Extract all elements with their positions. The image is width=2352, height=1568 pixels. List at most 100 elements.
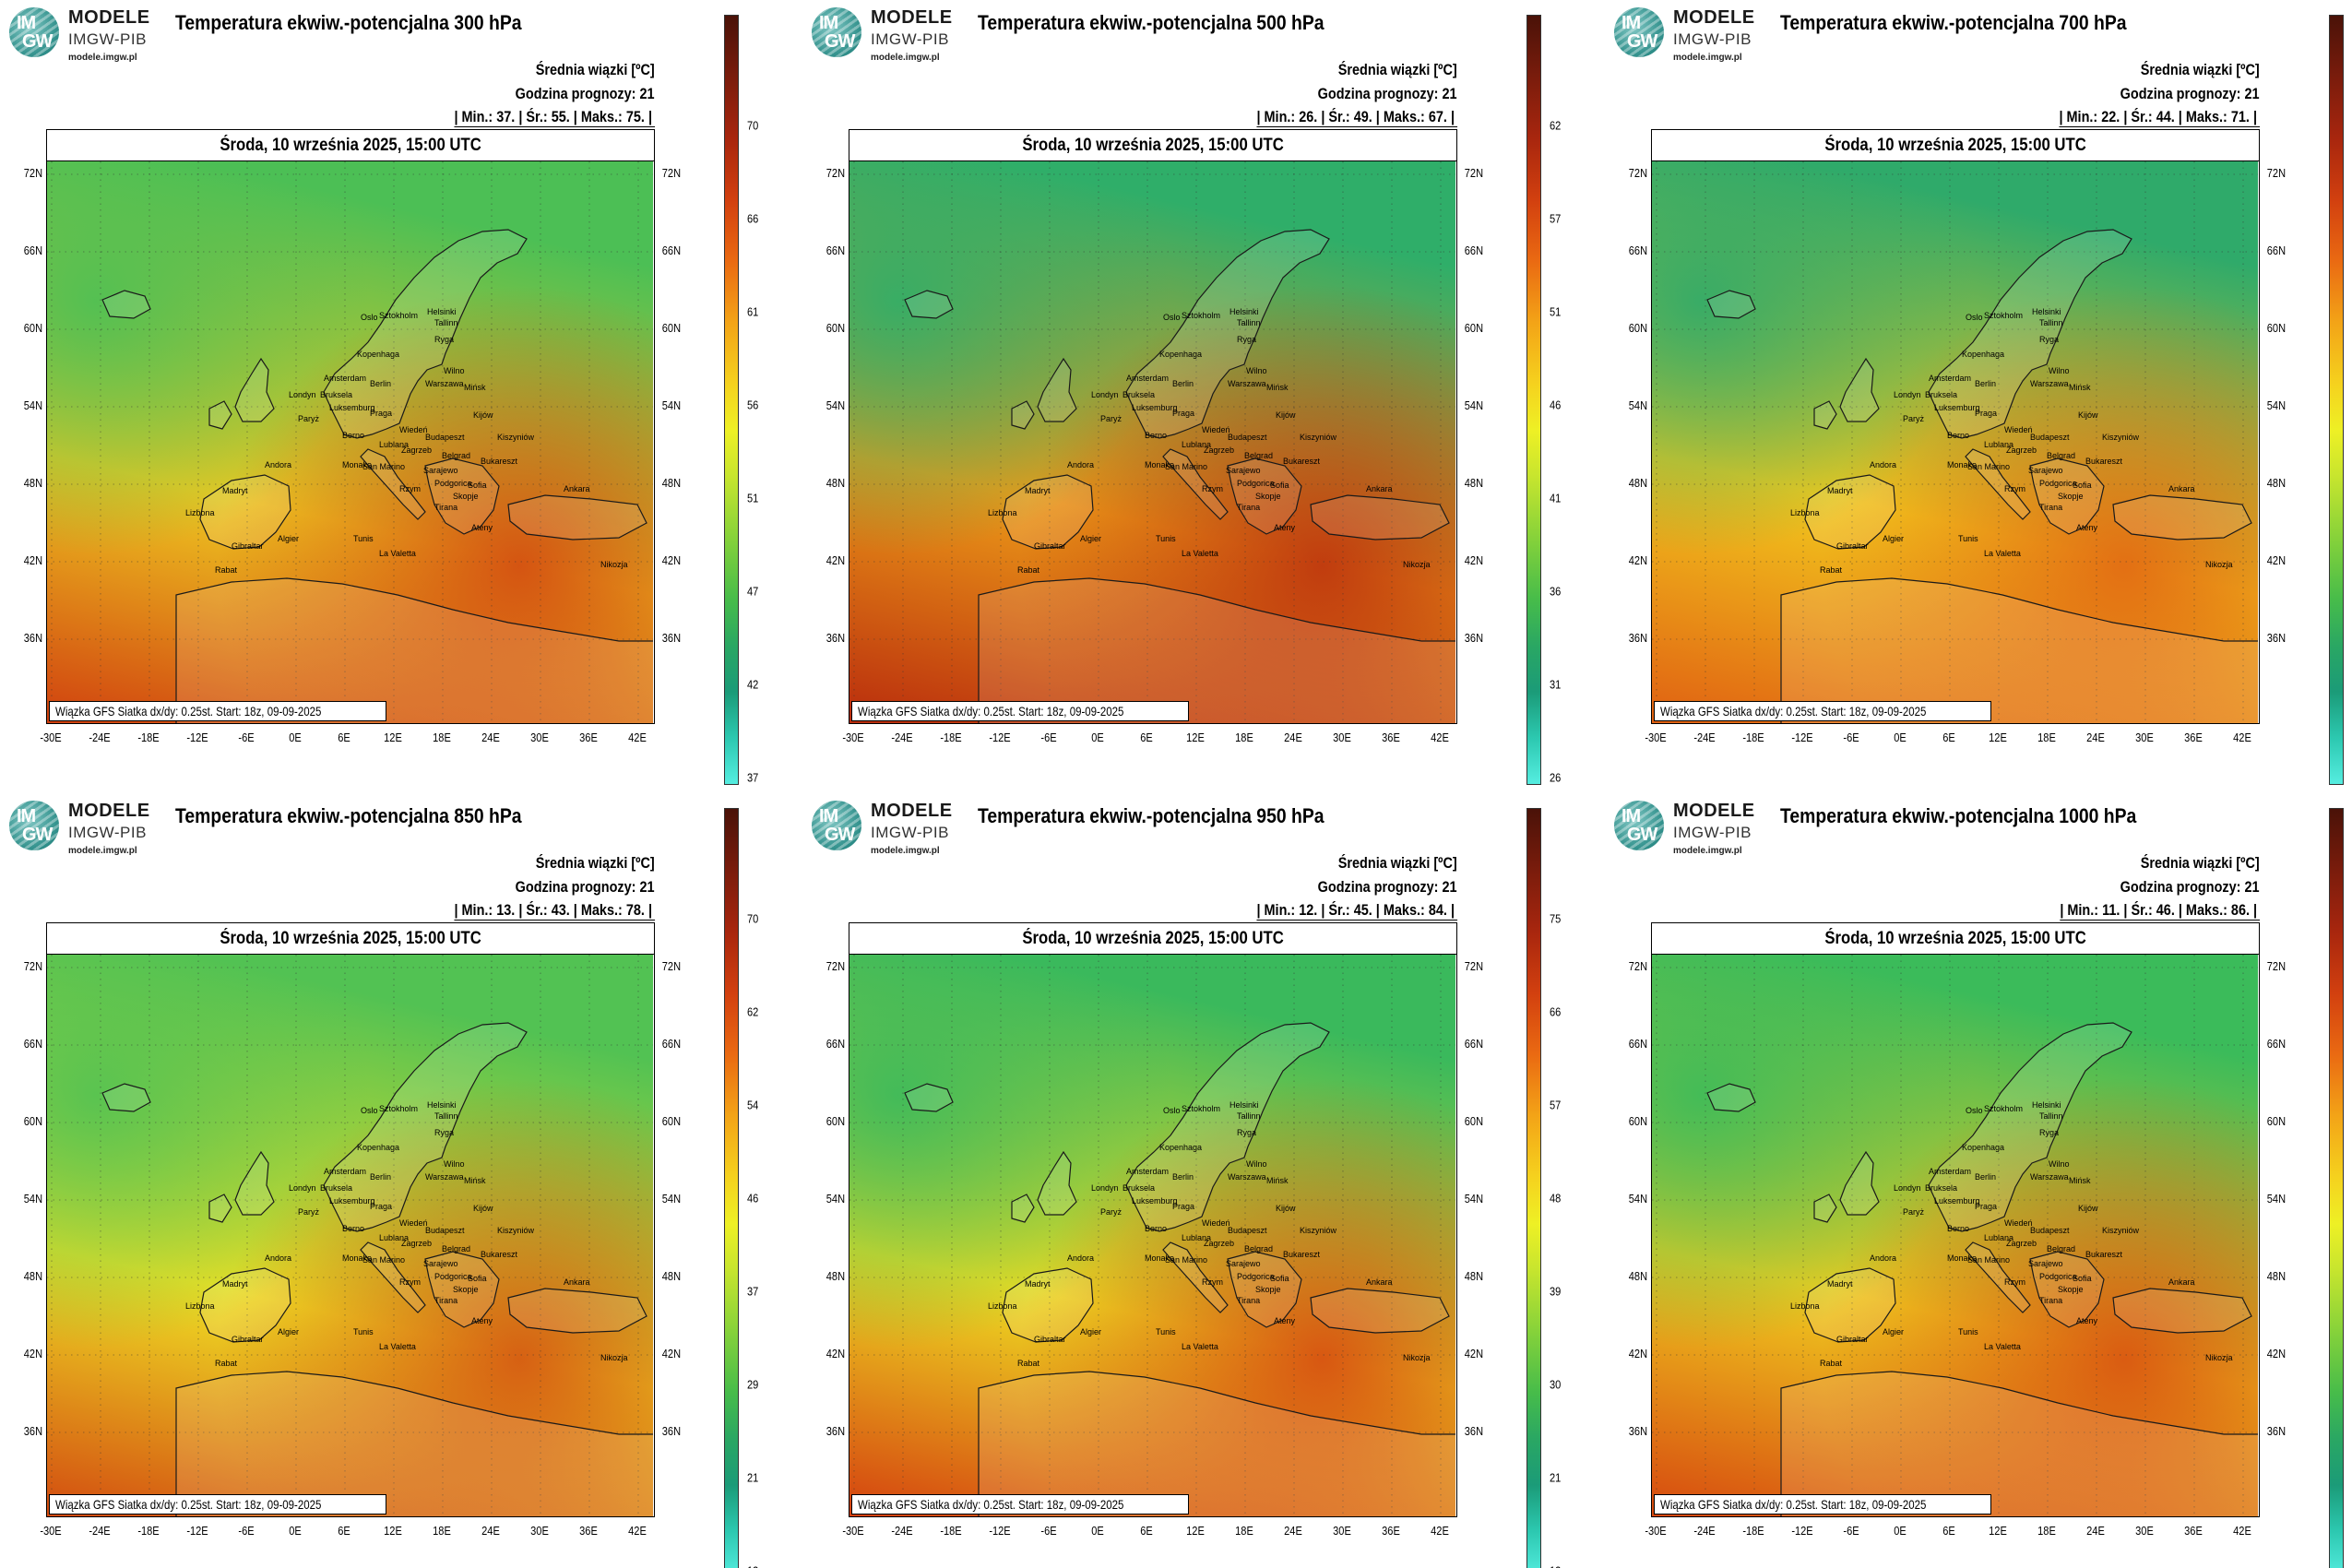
city-label: Oslo <box>1163 1106 1181 1115</box>
city-label: Skopje <box>2058 492 2084 501</box>
city-label: Tirana <box>2039 1296 2062 1305</box>
lat-label-right: 42N <box>1464 1347 1484 1360</box>
logo-title: MODELE <box>871 801 953 821</box>
logo-subtitle: IMGW-PIB <box>68 824 147 841</box>
city-label: Wilno <box>444 366 465 375</box>
lat-label-right: 54N <box>1464 1192 1484 1206</box>
city-label: Ryga <box>434 1128 454 1137</box>
ensemble-label: Średnia wiązki [ºC] <box>536 61 655 78</box>
logo-url: modele.imgw.pl <box>871 53 940 63</box>
city-label: Berlin <box>370 379 391 388</box>
city-label: Lizbona <box>988 1301 1017 1311</box>
color-scale-tick: 51 <box>1550 304 1562 319</box>
color-scale-tick: 21 <box>747 1470 759 1485</box>
logo-url: modele.imgw.pl <box>68 846 137 856</box>
city-label: Sztokholm <box>1984 1104 2023 1113</box>
city-label: Helsinki <box>427 1100 457 1110</box>
color-scale-tick: 21 <box>1550 1470 1562 1485</box>
city-label: Lublana <box>1984 1233 2013 1242</box>
city-label: Rzym <box>2004 1277 2025 1287</box>
field-map: Oslo Sztokholm Helsinki Tallinn Ryga Kopenhag… <box>849 161 1456 723</box>
city-label: Tallinn <box>434 1111 458 1121</box>
city-label: Rabat <box>215 565 238 575</box>
color-scale-tick: 56 <box>747 398 759 412</box>
date-bar: Środa, 10 września 2025, 15:00 UTC <box>1652 923 2259 955</box>
field-map: Oslo Sztokholm Helsinki Tallinn Ryga Kopenhag… <box>47 955 654 1516</box>
city-label: Sarajewo <box>2028 1259 2063 1268</box>
city-label: Skopje <box>453 492 479 501</box>
color-scale-tick: 66 <box>1550 1004 1562 1019</box>
city-label: Kijów <box>2078 410 2098 420</box>
city-label: Ryga <box>434 335 454 344</box>
lon-label: 30E <box>2135 731 2154 744</box>
color-scale-bar <box>1526 15 1541 785</box>
city-label: Berlin <box>1172 1172 1194 1182</box>
imgw-logo: IM GW MODELE IMGW-PIB modele.imgw.pl <box>9 801 184 856</box>
model-footer-text: Wiązka GFS Siatka dx/dy: 0.25st. Start: … <box>858 704 1124 719</box>
logo-subtitle: IMGW-PIB <box>871 824 949 841</box>
field-map: Oslo Sztokholm Helsinki Tallinn Ryga Kopenhag… <box>47 161 654 723</box>
city-label: Ateny <box>2076 523 2098 532</box>
city-label: Bruksela <box>1123 1183 1155 1193</box>
lat-label-right: 54N <box>661 398 682 412</box>
lon-label: 12E <box>384 1524 402 1538</box>
lat-label-left: 66N <box>1628 244 1648 257</box>
city-label: Nikozja <box>2205 560 2233 569</box>
city-label: Wilno <box>2049 366 2070 375</box>
city-label: Londyn <box>1894 1183 1921 1193</box>
city-label: Kopenhaga <box>357 350 399 359</box>
city-label: Berlin <box>370 1172 391 1182</box>
city-label: Ankara <box>1366 484 1393 493</box>
logo-mark-top: IM <box>1621 806 1641 826</box>
city-label: Skopje <box>2058 1285 2084 1294</box>
city-label: Wiedeń <box>2004 1218 2033 1228</box>
chart-panel-1: IM GW MODELE IMGW-PIB modele.imgw.pl Tem… <box>0 0 793 793</box>
city-label: Algier <box>1080 1327 1101 1336</box>
field-map-svg: Oslo Sztokholm Helsinki Tallinn Ryga Kopenhag… <box>47 161 653 723</box>
lat-label-left: 36N <box>23 1424 43 1438</box>
city-label: Kiszyniów <box>497 1226 535 1235</box>
imgw-logo: IM GW MODELE IMGW-PIB modele.imgw.pl <box>812 7 987 63</box>
lat-label-left: 72N <box>826 166 846 180</box>
city-label: Lizbona <box>1790 1301 1820 1311</box>
city-label: Berlin <box>1975 1172 1996 1182</box>
lat-label-left: 42N <box>1628 1347 1648 1360</box>
color-scale-tick: 29 <box>747 1377 759 1392</box>
lon-label: -18E <box>940 1524 962 1538</box>
field-map: Oslo Sztokholm Helsinki Tallinn Ryga Kopenhag… <box>849 955 1456 1516</box>
city-label: Berno <box>1947 431 1969 440</box>
map-frame: Środa, 10 września 2025, 15:00 UTC Oslo S… <box>46 129 655 724</box>
lat-label-right: 36N <box>661 1424 682 1438</box>
city-label: Mińsk <box>464 383 486 392</box>
city-label: Sofia <box>468 1274 487 1283</box>
lon-label: 18E <box>1235 1524 1253 1538</box>
city-label: Warszawa <box>1228 379 1266 388</box>
color-scale-tick: 31 <box>1550 677 1562 692</box>
lat-label-left: 36N <box>23 631 43 645</box>
lat-label-right: 42N <box>661 553 682 567</box>
lon-label: -24E <box>89 731 111 744</box>
map-frame: Środa, 10 września 2025, 15:00 UTC Oslo S… <box>849 129 1457 724</box>
city-label: Lizbona <box>1790 508 1820 517</box>
city-label: Kopenhaga <box>1159 350 1202 359</box>
imgw-emblem-icon: IM GW <box>9 7 59 57</box>
city-label: Warszawa <box>2030 379 2069 388</box>
stats-line: | Min.: 37. | Śr.: 55. | Maks.: 75. | <box>454 108 655 127</box>
city-label: Sarajewo <box>423 1259 458 1268</box>
color-scale-tick: 66 <box>747 211 759 226</box>
city-label: Amsterdam <box>1126 374 1169 383</box>
city-label: Rabat <box>1017 1359 1040 1368</box>
lat-label-right: 48N <box>2266 476 2287 490</box>
map-frame: Środa, 10 września 2025, 15:00 UTC Oslo S… <box>849 922 1457 1517</box>
city-label: Madryt <box>1827 1279 1853 1289</box>
city-label: Tunis <box>1958 534 1978 543</box>
lat-label-left: 66N <box>826 244 846 257</box>
logo-subtitle: IMGW-PIB <box>1673 824 1752 841</box>
logo-mark-top: IM <box>17 806 36 826</box>
city-label: Bukareszt <box>481 1250 518 1259</box>
lat-label-right: 42N <box>2266 1347 2287 1360</box>
city-label: Paryż <box>1100 1207 1123 1217</box>
lat-label-left: 60N <box>1628 321 1648 335</box>
lat-label-right: 48N <box>1464 476 1484 490</box>
city-label: Kopenhaga <box>1962 1143 2004 1152</box>
